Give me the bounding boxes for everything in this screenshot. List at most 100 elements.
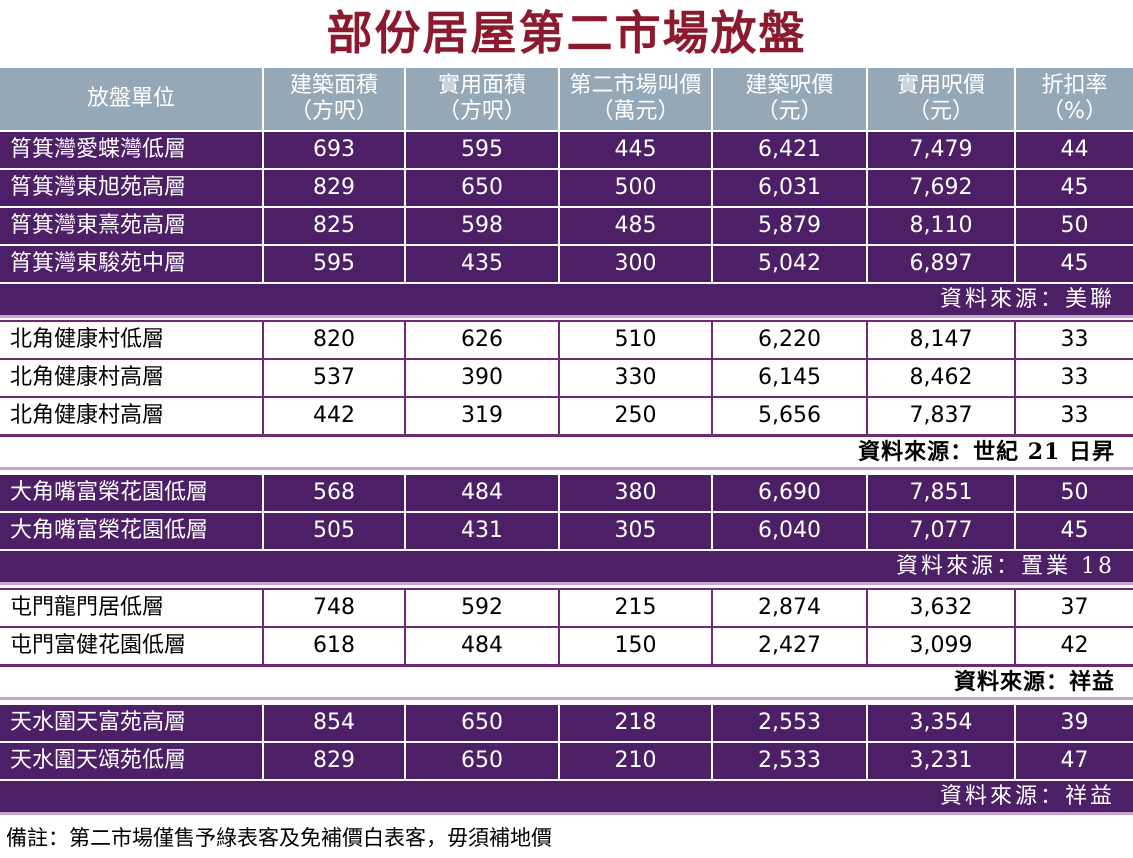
- cell-asking-price: 300: [560, 246, 713, 282]
- cell-unit: 天水圍天頌苑低層: [0, 743, 264, 779]
- cell-saleable-area: 598: [406, 208, 560, 244]
- table-row: 大角嘴富榮花園低層 568 484 380 6,690 7,851 50: [0, 473, 1133, 511]
- table-row: 筲箕灣東旭苑高層 829 650 500 6,031 7,692 45: [0, 168, 1133, 206]
- header-saleable-psf: 實用呎價 （元）: [868, 68, 1016, 130]
- cell-gross-psf: 2,533: [713, 743, 868, 779]
- source-note: 資料來源：世紀 21 日昇: [0, 434, 1133, 470]
- cell-unit: 北角健康村高層: [0, 360, 264, 396]
- cell-gross-area: 825: [264, 208, 406, 244]
- source-note: 資料來源：祥益: [0, 779, 1133, 815]
- cell-gross-psf: 2,427: [713, 628, 868, 664]
- cell-unit: 屯門富健花園低層: [0, 628, 264, 664]
- cell-unit: 天水圍天富苑高層: [0, 705, 264, 741]
- cell-saleable-psf: 8,110: [868, 208, 1016, 244]
- cell-unit: 筲箕灣東熹苑高層: [0, 208, 264, 244]
- header-label: 第二市場叫價: [569, 73, 702, 98]
- cell-saleable-area: 650: [406, 170, 560, 206]
- cell-discount-rate: 45: [1060, 518, 1089, 543]
- header-label: 折扣率: [1041, 73, 1108, 98]
- cell-saleable-psf: 3,099: [868, 628, 1016, 664]
- table-row: 大角嘴富榮花園低層 505 431 305 6,040 7,077 45: [0, 511, 1133, 549]
- listing-group: 筲箕灣愛蝶灣低層 693 595 445 6,421 7,479 44 筲箕灣東旭苑高層 829…: [0, 130, 1133, 318]
- cell-asking-price: 445: [560, 132, 713, 168]
- cell-discount-rate: 39: [1060, 710, 1089, 735]
- table-row: 北角健康村高層 442 319 250 5,656 7,837 33: [0, 396, 1133, 434]
- cell-saleable-psf: 7,837: [868, 398, 1016, 434]
- cell-gross-area: 854: [264, 705, 406, 741]
- cell-saleable-psf: 7,692: [868, 170, 1016, 206]
- cell-gross-area: 505: [264, 513, 406, 549]
- cell-gross-area: 568: [264, 475, 406, 511]
- header-unit: （%）: [1042, 99, 1107, 124]
- cell-gross-psf: 2,874: [713, 590, 868, 626]
- cell-discount-rate: 50: [1060, 480, 1089, 505]
- cell-discount-rate: 45: [1060, 175, 1089, 200]
- cell-saleable-psf: 6,897: [868, 246, 1016, 282]
- table-row: 天水圍天頌苑低層 829 650 210 2,533 3,231 47: [0, 741, 1133, 779]
- cell-saleable-psf: 7,851: [868, 475, 1016, 511]
- source-note: 資料來源：置業 18: [0, 549, 1133, 585]
- cell-asking-price: 210: [560, 743, 713, 779]
- cell-gross-psf: 6,040: [713, 513, 868, 549]
- cell-saleable-area: 484: [406, 475, 560, 511]
- cell-asking-price: 330: [560, 360, 713, 396]
- cell-unit: 筲箕灣愛蝶灣低層: [0, 132, 264, 168]
- cell-discount-rate: 42: [1060, 633, 1089, 658]
- cell-discount-rate: 37: [1060, 595, 1089, 620]
- cell-discount-rate: 47: [1060, 748, 1089, 773]
- header-discount-rate: 折扣率 （%）: [1016, 68, 1133, 130]
- cell-asking-price: 215: [560, 590, 713, 626]
- cell-discount-rate: 50: [1060, 213, 1089, 238]
- cell-gross-psf: 5,879: [713, 208, 868, 244]
- cell-saleable-area: 435: [406, 246, 560, 282]
- cell-gross-psf: 6,031: [713, 170, 868, 206]
- table-row: 屯門富健花園低層 618 484 150 2,427 3,099 42: [0, 626, 1133, 664]
- listing-group: 北角健康村低層 820 626 510 6,220 8,147 33 北角健康村高層 537 39…: [0, 320, 1133, 470]
- cell-asking-price: 305: [560, 513, 713, 549]
- header-saleable-area: 實用面積 （方呎）: [406, 68, 560, 130]
- cell-gross-area: 537: [264, 360, 406, 396]
- table-row: 北角健康村低層 820 626 510 6,220 8,147 33: [0, 320, 1133, 358]
- source-note: 資料來源：祥益: [0, 664, 1133, 700]
- header-unit: （元）: [907, 99, 974, 124]
- cell-saleable-area: 626: [406, 322, 560, 358]
- cell-gross-psf: 2,553: [713, 705, 868, 741]
- cell-saleable-psf: 3,632: [868, 590, 1016, 626]
- cell-gross-psf: 6,145: [713, 360, 868, 396]
- header-unit: （方呎）: [437, 99, 526, 124]
- cell-saleable-area: 650: [406, 705, 560, 741]
- cell-gross-psf: 5,042: [713, 246, 868, 282]
- header-label: 實用呎價: [896, 73, 985, 98]
- cell-saleable-psf: 8,147: [868, 322, 1016, 358]
- cell-discount-rate: 45: [1060, 251, 1089, 276]
- cell-saleable-psf: 7,077: [868, 513, 1016, 549]
- source-note: 資料來源：美聯: [0, 282, 1133, 318]
- cell-saleable-psf: 3,231: [868, 743, 1016, 779]
- cell-unit: 筲箕灣東旭苑高層: [0, 170, 264, 206]
- header-unit: （萬元）: [591, 99, 680, 124]
- cell-gross-area: 820: [264, 322, 406, 358]
- page-title: 部份居屋第二市場放盤: [326, 6, 807, 60]
- table-row: 北角健康村高層 537 390 330 6,145 8,462 33: [0, 358, 1133, 396]
- cell-saleable-area: 431: [406, 513, 560, 549]
- header-unit: （元）: [756, 99, 823, 124]
- cell-asking-price: 250: [560, 398, 713, 434]
- cell-gross-area: 693: [264, 132, 406, 168]
- cell-saleable-psf: 7,479: [868, 132, 1016, 168]
- cell-gross-area: 442: [264, 398, 406, 434]
- footnote: 備註：第二市場僅售予綠表客及免補價白表客，毋須補地價: [6, 826, 552, 850]
- cell-gross-area: 618: [264, 628, 406, 664]
- cell-saleable-area: 650: [406, 743, 560, 779]
- listing-group: 屯門龍門居低層 748 592 215 2,874 3,632 37 屯門富健花園低層 618 4…: [0, 588, 1133, 700]
- cell-saleable-area: 319: [406, 398, 560, 434]
- cell-gross-psf: 5,656: [713, 398, 868, 434]
- header-label: 建築面積: [289, 73, 378, 98]
- cell-asking-price: 485: [560, 208, 713, 244]
- header-label: 放盤單位: [86, 86, 175, 111]
- cell-asking-price: 218: [560, 705, 713, 741]
- cell-asking-price: 150: [560, 628, 713, 664]
- cell-unit: 屯門龍門居低層: [0, 590, 264, 626]
- cell-saleable-area: 595: [406, 132, 560, 168]
- table-row: 筲箕灣東駿苑中層 595 435 300 5,042 6,897 45: [0, 244, 1133, 282]
- table-row: 天水圍天富苑高層 854 650 218 2,553 3,354 39: [0, 703, 1133, 741]
